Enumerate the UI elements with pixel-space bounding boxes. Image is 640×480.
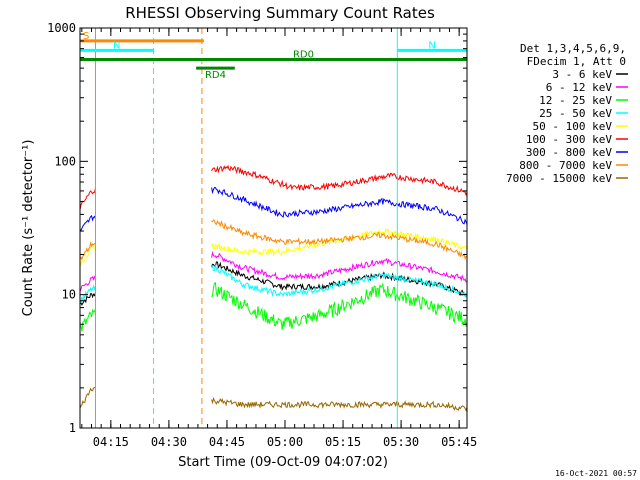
- series-line-1-segment-1: [79, 292, 96, 306]
- timestamp-stamp: 16-Oct-2021 00:57: [555, 469, 637, 478]
- series-line-6-segment-2: [211, 164, 468, 197]
- legend-entry-8: 800 - 7000 keV: [519, 159, 612, 172]
- legend-entry-1: 3 - 6 keV: [552, 68, 612, 81]
- y-tick-label-3: 100: [54, 154, 76, 168]
- series-layer: [79, 164, 468, 412]
- series-line-8-segment-2: [211, 219, 468, 261]
- series-line-5-segment-2: [211, 227, 468, 257]
- flag-label-5: RD4: [205, 70, 226, 81]
- series-line-5-segment-1: [79, 245, 96, 267]
- legend-entry-3: 12 - 25 keV: [539, 94, 612, 107]
- series-line-9-segment-2: [211, 396, 468, 412]
- x-tick-label-4: 05:00: [267, 435, 303, 449]
- legend-entry-7: 300 - 800 keV: [526, 146, 612, 159]
- y-tick-label-2: 10: [62, 288, 76, 302]
- flag-label-1: S: [83, 31, 89, 42]
- y-tick-label-4: 1000: [47, 21, 76, 35]
- axis-layer: 1 10 100 1000 04:15 04:30 04:45 05:00 05:15 05:30…: [47, 21, 477, 449]
- legend-entry-5: 50 - 100 keV: [533, 120, 613, 133]
- series-line-2-segment-2: [211, 250, 468, 283]
- legend-entry-6: 100 - 300 keV: [526, 133, 612, 146]
- x-axis-label: Start Time (09-Oct-09 04:07:02): [178, 455, 388, 470]
- plot-frame: [79, 27, 468, 429]
- x-tick-label-3: 04:45: [209, 435, 245, 449]
- series-line-4-segment-2: [211, 264, 468, 298]
- legend-header-2: FDecim 1, Att 0: [527, 55, 626, 68]
- flag-label-2: N: [113, 40, 120, 51]
- x-tick-label-7: 05:45: [441, 435, 477, 449]
- series-line-7-segment-2: [211, 186, 468, 225]
- legend-entry-4: 25 - 50 keV: [539, 107, 612, 120]
- series-line-7-segment-1: [79, 215, 96, 232]
- series-line-3-segment-2: [211, 282, 468, 330]
- chart-title: RHESSI Observing Summary Count Rates: [125, 4, 435, 22]
- x-tick-label-5: 05:15: [325, 435, 361, 449]
- x-tick-label-2: 04:30: [151, 435, 187, 449]
- series-line-2-segment-1: [79, 275, 96, 292]
- series-line-8-segment-1: [79, 241, 96, 261]
- flag-layer: S N N RD0 RD4: [80, 31, 467, 81]
- legend-entry-9: 7000 - 15000 keV: [506, 172, 612, 185]
- x-tick-label-6: 05:30: [383, 435, 419, 449]
- flag-label-3: N: [428, 40, 435, 51]
- flag-label-4: RD0: [293, 50, 314, 61]
- legend-entry-2: 6 - 12 keV: [546, 81, 613, 94]
- legend: Det 1,3,4,5,6,9,FDecim 1, Att 03 - 6 keV…: [506, 42, 628, 185]
- legend-header-1: Det 1,3,4,5,6,9,: [520, 42, 626, 55]
- y-tick-label-1: 1: [69, 421, 76, 435]
- x-tick-label-1: 04:15: [93, 435, 129, 449]
- series-line-9-segment-1: [79, 386, 96, 409]
- y-axis-label: Count Rate (s⁻¹ detector⁻¹): [21, 140, 36, 317]
- series-line-3-segment-1: [79, 308, 96, 332]
- series-line-4-segment-1: [79, 284, 96, 303]
